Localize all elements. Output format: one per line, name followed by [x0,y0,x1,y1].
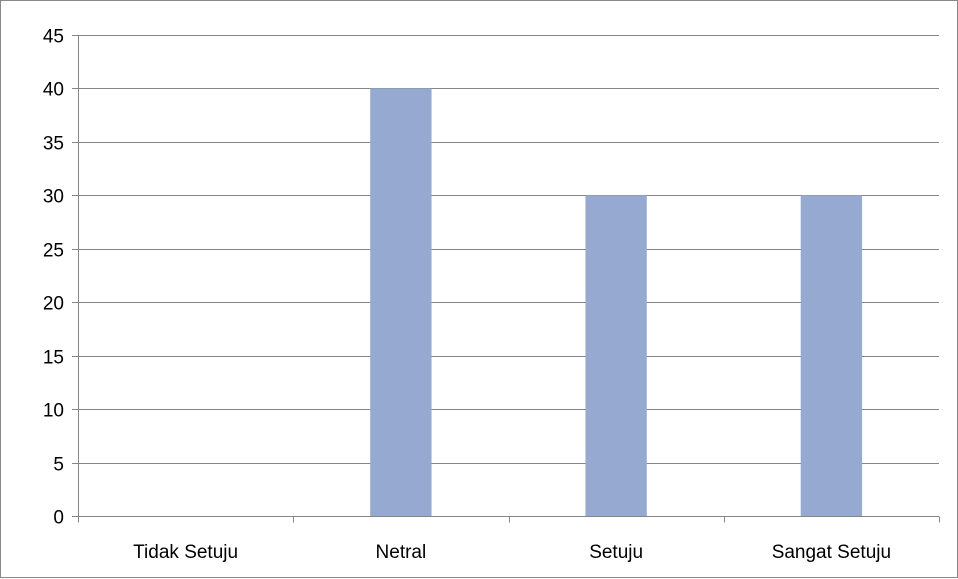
y-tick-label: 40 [43,80,64,101]
y-tick-labels: 0 5 10 15 20 25 30 35 40 45 [43,27,64,529]
y-tick-label: 25 [43,241,64,262]
y-tick-label: 20 [43,294,64,315]
bars [370,88,863,517]
gridlines [72,35,939,464]
y-tick-label: 45 [43,27,64,48]
y-tick-label: 0 [53,508,64,529]
y-tick-label: 10 [43,401,64,422]
y-tick-label: 5 [53,455,64,476]
x-tick-label: Netral [376,542,427,563]
y-tick-label: 30 [43,187,64,208]
bar-sangat-setuju [800,195,863,517]
x-tick-labels: Tidak Setuju Netral Setuju Sangat Setuju [133,542,891,563]
y-tick-label: 15 [43,348,64,369]
bar-netral [370,88,432,516]
x-tick-label: Sangat Setuju [772,542,891,563]
y-tick-label: 35 [43,134,64,155]
x-tick-label: Setuju [589,542,643,563]
bar-setuju [585,195,647,517]
axes [72,35,940,523]
x-tick-label: Tidak Setuju [133,542,238,563]
